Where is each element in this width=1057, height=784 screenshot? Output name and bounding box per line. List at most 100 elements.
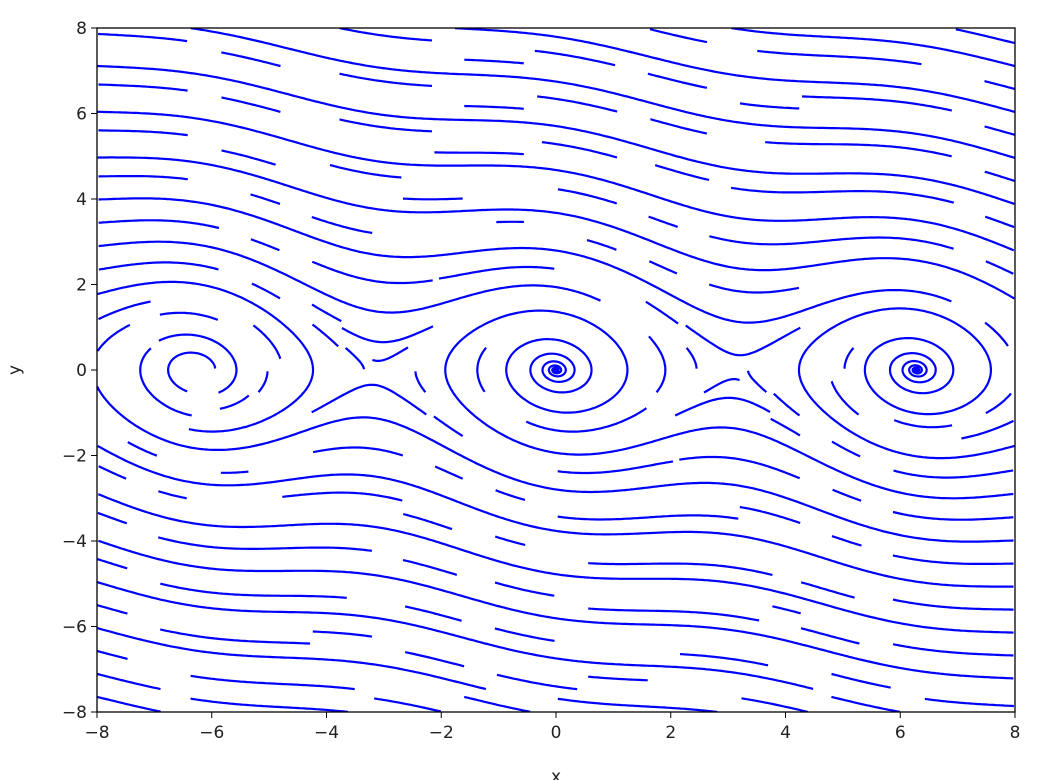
- streamline: [655, 165, 709, 180]
- streamline: [403, 514, 452, 529]
- x-tick-label: 6: [895, 723, 906, 743]
- streamline: [160, 629, 310, 643]
- streamline: [128, 442, 157, 456]
- streamline: [330, 165, 401, 177]
- y-axis-label: y: [5, 365, 25, 375]
- streamline: [650, 119, 707, 133]
- streamline: [445, 311, 1013, 499]
- streamline: [340, 119, 433, 131]
- streamline: [709, 285, 799, 293]
- streamline: [282, 493, 402, 501]
- streamline: [97, 66, 1014, 204]
- streamline: [97, 605, 127, 613]
- streamline: [99, 466, 126, 479]
- streamline: [99, 302, 151, 320]
- streamline: [542, 142, 617, 157]
- streamline: [405, 606, 462, 620]
- streamline: [191, 699, 348, 712]
- streamline: [99, 262, 219, 269]
- streamline: [160, 313, 218, 320]
- streamline: [831, 697, 899, 712]
- streamline: [99, 220, 219, 228]
- streamline: [99, 198, 952, 322]
- streamline: [372, 347, 408, 361]
- streamline: [434, 152, 523, 154]
- streamline: [832, 442, 860, 457]
- streamline: [709, 236, 953, 249]
- streamline: [802, 97, 952, 111]
- streamline: [771, 419, 800, 436]
- streamline: [221, 472, 249, 473]
- streamline: [801, 582, 855, 597]
- streamline: [956, 29, 1015, 43]
- streamline: [893, 644, 1014, 655]
- streamline: [340, 28, 433, 40]
- streamline: [588, 609, 759, 621]
- streamline: [160, 584, 346, 598]
- streamline: [405, 652, 464, 666]
- streamline: [535, 51, 615, 65]
- streamline: [832, 536, 862, 546]
- streamline: [765, 142, 952, 156]
- streamline: [97, 582, 813, 689]
- y-tick-label: 4: [76, 190, 87, 210]
- streamline: [740, 103, 799, 108]
- streamline: [680, 654, 768, 665]
- y-tick-label: −8: [62, 703, 87, 723]
- streamline: [251, 194, 281, 204]
- streamline: [985, 81, 1015, 89]
- streamline: [587, 240, 616, 250]
- y-tick-label: 6: [76, 105, 87, 125]
- streamline: [648, 74, 707, 88]
- streamline: [832, 674, 891, 688]
- x-tick-label: −4: [314, 723, 339, 743]
- streamline: [403, 560, 457, 575]
- streamline: [464, 697, 530, 712]
- streamline: [222, 150, 276, 164]
- streamline: [495, 583, 554, 596]
- streamline: [893, 555, 1014, 564]
- x-tick-label: 2: [665, 723, 676, 743]
- streamline: [588, 563, 772, 575]
- streamline: [191, 676, 355, 689]
- x-axis-label: x: [551, 767, 561, 780]
- y-tick-label: −6: [62, 618, 87, 638]
- streamline: [558, 515, 739, 519]
- streamline: [650, 29, 707, 42]
- streamline: [757, 51, 921, 64]
- y-tick-label: −2: [62, 447, 87, 467]
- streamline: [435, 467, 463, 479]
- streamlines: [97, 28, 1015, 712]
- streamline: [312, 217, 372, 233]
- streamline: [259, 371, 268, 392]
- streamline: [985, 126, 1015, 134]
- streamline: [168, 353, 215, 392]
- streamline: [558, 699, 718, 712]
- streamline: [537, 96, 617, 111]
- streamline: [558, 461, 673, 473]
- streamline: [99, 242, 601, 313]
- streamline: [251, 239, 280, 250]
- x-tick-label: 0: [551, 723, 562, 743]
- streamline: [220, 396, 249, 409]
- x-tick-label: −2: [429, 723, 454, 743]
- streamline: [98, 494, 1013, 632]
- x-tick-label: 4: [780, 723, 791, 743]
- streamline: [221, 52, 280, 66]
- streamline: [731, 188, 954, 203]
- streamline: [495, 537, 525, 546]
- streamline: [99, 85, 188, 91]
- streamline: [497, 675, 577, 689]
- streamline: [313, 632, 372, 637]
- streamline: [97, 651, 127, 659]
- streamline: [748, 371, 766, 392]
- streamline: [588, 677, 648, 681]
- streamline: [675, 398, 770, 416]
- streamline: [925, 699, 1014, 706]
- y-tick-label: 8: [76, 19, 87, 39]
- streamline: [740, 507, 800, 523]
- streamline: [346, 348, 364, 369]
- streamline: [558, 189, 617, 203]
